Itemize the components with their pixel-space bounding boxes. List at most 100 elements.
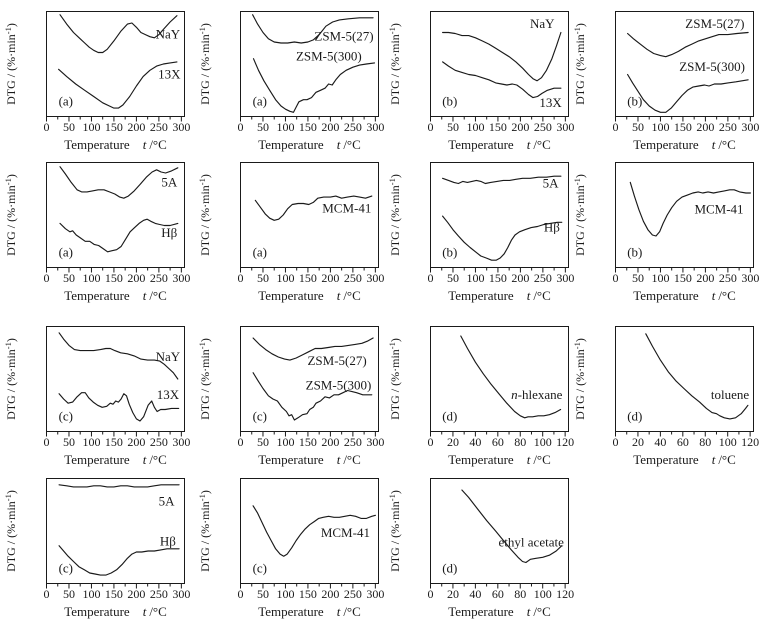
plot-area: DTG / (%·min-1) 0 20 40 60 80 100 120 n-hlexane (… [387, 326, 574, 467]
x-tick-label: 100 [534, 587, 552, 601]
y-axis-label-close: ) [388, 490, 402, 494]
curve-label: Hβ [161, 225, 177, 240]
dtg-panel: DTG / (%·min-1) 0 50 100 150 200 250 300 MCM-41 (… [196, 154, 388, 304]
y-axis-label-superscript: -1 [197, 494, 207, 501]
curve-label: ZSM-5(27) [685, 16, 744, 31]
x-tick-label: 150 [299, 587, 317, 601]
x-axis-title-variable: t [143, 288, 147, 303]
x-axis-title: Temperature t/°C [64, 452, 167, 467]
y-axis-label: DTG / (%·min-1) [572, 174, 587, 256]
y-axis-label-superscript: -1 [3, 494, 13, 501]
panel-letter: (d) [442, 408, 457, 423]
x-axis-title: Temperature t/°C [448, 452, 551, 467]
x-axis-title-unit: /°C [533, 604, 550, 619]
dtg-panel: DTG / (%·min-1) 0 50 100 150 200 250 300 ZSM-5(2… [571, 3, 763, 153]
curve-label: ZSM-5(300) [296, 49, 362, 64]
x-tick-label: 200 [127, 120, 145, 134]
x-tick-label: 200 [321, 271, 339, 285]
plot-area: DTG / (%·min-1) 0 50 100 150 200 250 300 MCM-41 (… [572, 162, 759, 303]
dtg-curve-13x [58, 392, 180, 422]
dtg-panel: DTG / (%·min-1) 0 50 100 150 200 250 300 5A Hβ (a)… [2, 154, 194, 304]
x-tick-label: 250 [344, 271, 362, 285]
x-tick-label: 100 [276, 120, 294, 134]
x-axis-title: Temperature t/°C [448, 137, 551, 152]
x-axis-title-word: Temperature [258, 604, 324, 619]
x-tick-label: 250 [344, 435, 362, 449]
y-axis-label: DTG / (%·min-1) [3, 490, 18, 572]
x-tick-label: 0 [428, 435, 434, 449]
panel-letter: (b) [627, 93, 642, 108]
panel-letter: (c) [253, 408, 267, 423]
curve-label: Hβ [544, 220, 560, 235]
dtg-curve-toluene [645, 333, 749, 420]
x-tick-label: 200 [511, 120, 529, 134]
x-tick-label: 120 [556, 587, 574, 601]
dtg-curve-nay [58, 332, 179, 380]
x-axis-title-word: Temperature [64, 288, 130, 303]
x-tick-label: 50 [447, 120, 459, 134]
x-axis-title-unit: /°C [343, 288, 360, 303]
x-tick-label: 300 [366, 271, 384, 285]
dtg-curve-mcm-41 [252, 505, 376, 557]
dtg-curve-h- [58, 545, 180, 576]
y-axis-label: DTG / (%·min-1) [387, 338, 402, 420]
x-tick-label: 300 [556, 120, 574, 134]
plot-area: DTG / (%·min-1) 0 50 100 150 200 250 300 ZSM-5(2… [572, 11, 759, 152]
x-tick-label: 120 [556, 435, 574, 449]
panel-letter: (d) [442, 560, 457, 575]
plot-area: DTG / (%·min-1) 0 20 40 60 80 100 120 toluene (d)… [572, 326, 759, 467]
x-axis-title: Temperature t/°C [64, 288, 167, 303]
x-tick-label: 100 [651, 271, 669, 285]
y-axis-label-base: DTG / (%·min [573, 349, 587, 420]
y-axis-label-close: ) [4, 23, 18, 27]
plot-area: DTG / (%·min-1) 0 50 100 150 200 250 300 5A Hβ (b)… [387, 162, 574, 303]
x-tick-label: 100 [651, 120, 669, 134]
curve-label: 13X [539, 95, 562, 110]
y-axis-label: DTG / (%·min-1) [3, 174, 18, 256]
x-tick-label: 0 [428, 271, 434, 285]
plot-area: DTG / (%·min-1) 0 50 100 150 200 250 300 NaY 13X (… [3, 11, 190, 152]
x-tick-label: 60 [492, 587, 504, 601]
y-axis-label-close: ) [573, 23, 587, 27]
x-tick-label: 0 [613, 120, 619, 134]
x-tick-label: 150 [299, 120, 317, 134]
x-axis-title: Temperature t/°C [448, 288, 551, 303]
dtg-curve-13x [442, 61, 562, 99]
plot-frame [430, 162, 569, 268]
x-tick-label: 100 [719, 435, 737, 449]
x-tick-label: 100 [82, 587, 100, 601]
y-axis-label-superscript: -1 [197, 27, 207, 34]
dtg-curve-nay [442, 31, 562, 82]
x-axis-title-word: Temperature [64, 604, 130, 619]
dtg-curve-h- [59, 218, 179, 253]
x-axis-title-word: Temperature [448, 604, 514, 619]
x-tick-label: 0 [428, 587, 434, 601]
y-axis-label-close: ) [4, 490, 18, 494]
x-tick-label: 0 [613, 435, 619, 449]
x-tick-label: 200 [127, 271, 145, 285]
x-axis-title-unit: /°C [149, 452, 166, 467]
y-axis-label-superscript: -1 [572, 27, 582, 34]
plot-frame [240, 11, 379, 117]
x-tick-label: 50 [63, 435, 75, 449]
curve-label-italic-prefix: n [511, 387, 518, 402]
plot-area: DTG / (%·min-1) 0 50 100 150 200 250 300 MCM-41 (… [197, 478, 384, 619]
x-axis-title-unit: /°C [149, 288, 166, 303]
dtg-panel: DTG / (%·min-1) 0 20 40 60 80 100 120 toluene (d)… [571, 318, 763, 468]
x-tick-label: 250 [719, 120, 737, 134]
dtg-curve-mcm-41 [254, 195, 373, 221]
x-tick-label: 100 [82, 120, 100, 134]
x-tick-label: 100 [276, 271, 294, 285]
curve-label: 5A [159, 494, 176, 509]
x-tick-label: 150 [674, 271, 692, 285]
x-tick-label: 250 [150, 435, 168, 449]
x-axis-title-word: Temperature [258, 452, 324, 467]
x-tick-label: 300 [366, 587, 384, 601]
x-axis-title-variable: t [143, 452, 147, 467]
curve-label: ZSM-5(27) [314, 29, 373, 44]
y-axis-label-close: ) [198, 338, 212, 342]
dtg-panel: DTG / (%·min-1) 0 50 100 150 200 250 300 NaY 13X (… [2, 318, 194, 468]
x-tick-label: 150 [674, 120, 692, 134]
x-tick-label: 0 [44, 271, 50, 285]
x-tick-label: 100 [82, 271, 100, 285]
